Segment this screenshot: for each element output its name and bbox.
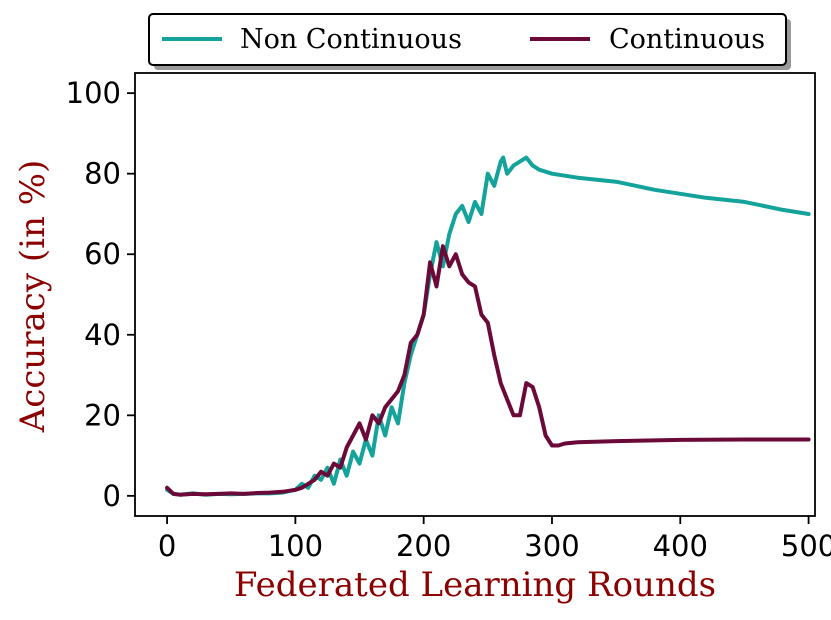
y-tick-label: 80 xyxy=(84,157,121,191)
legend-label-non-continuous: Non Continuous xyxy=(240,24,462,55)
y-tick-label: 60 xyxy=(84,237,121,271)
legend-label-continuous: Continuous xyxy=(609,24,765,55)
legend-box xyxy=(148,13,787,66)
series-layer xyxy=(165,155,811,497)
x-tick-label: 200 xyxy=(396,529,451,563)
x-axis-title: Federated Learning Rounds xyxy=(234,565,716,605)
x-tick-label: 400 xyxy=(653,529,708,563)
series-line-continuous xyxy=(165,244,811,497)
y-tick-label: 0 xyxy=(103,479,121,513)
x-tick-label: 500 xyxy=(781,529,831,563)
x-tick-label: 100 xyxy=(268,529,323,563)
y-tick-label: 20 xyxy=(84,398,121,432)
x-tick-label: 300 xyxy=(524,529,579,563)
x-tick-label: 0 xyxy=(158,529,176,563)
y-tick-label: 40 xyxy=(84,318,121,352)
ticks-layer: 0 100 200 300 400 500 0 20 40 60 80 100 xyxy=(66,76,831,563)
y-tick-label: 100 xyxy=(66,76,121,110)
legend: Non Continuous Continuous xyxy=(148,13,791,70)
y-axis-title: Accuracy (in %) xyxy=(13,160,53,434)
